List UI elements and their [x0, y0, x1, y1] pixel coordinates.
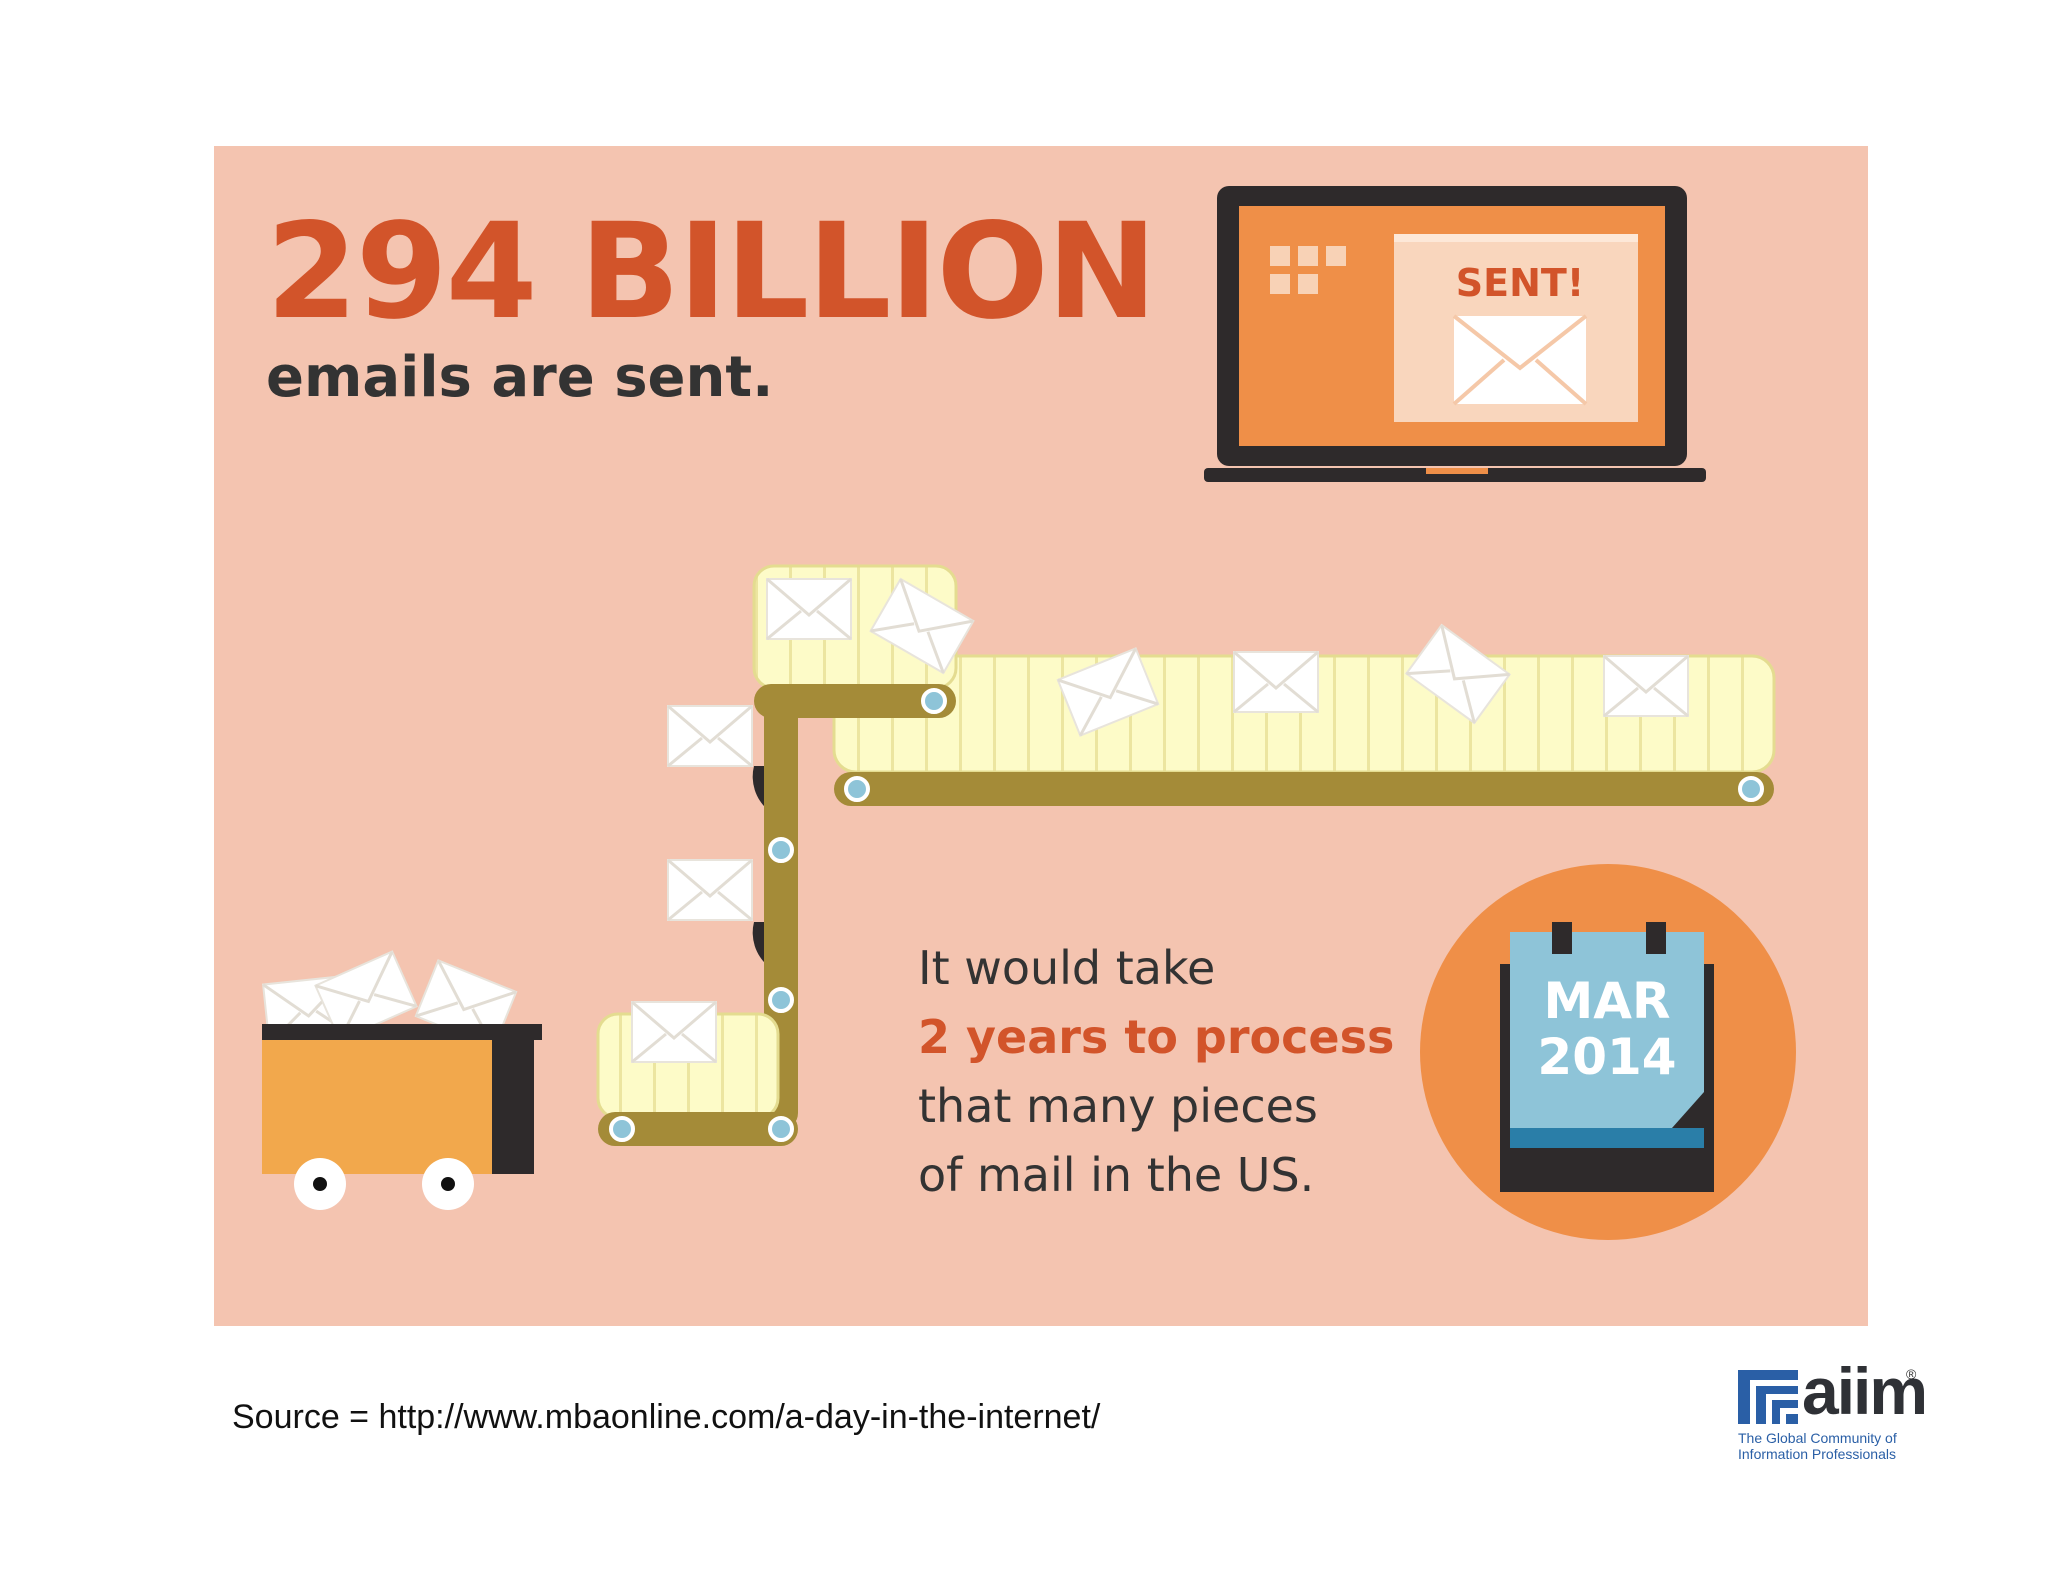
aiim-logo-mark-icon: [1738, 1370, 1798, 1424]
infographic-panel: 294 BILLION emails are sent.: [214, 146, 1868, 1326]
roller-icon: [768, 837, 794, 863]
laptop-icon: SENT!: [1204, 186, 1706, 482]
roller-icon: [768, 1116, 794, 1142]
fact-line-1: It would take: [918, 941, 1216, 995]
aiim-tagline-line-1: The Global Community of: [1738, 1430, 1897, 1446]
envelope-icon: [765, 577, 853, 641]
registered-mark: ®: [1906, 1366, 1917, 1382]
fact-line-3: that many pieces: [918, 1079, 1318, 1133]
roller-icon: [921, 688, 947, 714]
envelope-icon: [630, 1000, 718, 1064]
infographic-illustration: SENT!: [261, 186, 1796, 1240]
envelope-icon: [666, 704, 754, 768]
envelope-icon: [1602, 654, 1690, 718]
envelope-icon: [1232, 650, 1320, 714]
envelope-icon: [666, 858, 754, 922]
headline: 294 BILLION: [266, 195, 1157, 349]
subline: emails are sent.: [266, 345, 774, 410]
mail-cart-icon: [261, 950, 542, 1210]
calendar-year: 2014: [1537, 1028, 1676, 1086]
calendar-month: MAR: [1544, 972, 1671, 1030]
roller-icon: [609, 1116, 635, 1142]
aiim-tagline-line-2: Information Professionals: [1738, 1446, 1896, 1462]
roller-icon: [844, 776, 870, 802]
laptop-sent-label: SENT!: [1456, 261, 1584, 305]
app-grid-icon: [1270, 246, 1346, 294]
aiim-wordmark: aiim: [1802, 1354, 1928, 1428]
fact-highlight: 2 years to process: [918, 1010, 1395, 1064]
aiim-tagline: The Global Community of Information Prof…: [1738, 1430, 1928, 1462]
aiim-logo: aiim ® The Global Community of Informati…: [1738, 1358, 1928, 1468]
roller-icon: [768, 987, 794, 1013]
fact-text: It would take 2 years to process that many…: [918, 934, 1394, 1210]
roller-icon: [1738, 776, 1764, 802]
fact-line-4: of mail in the US.: [918, 1148, 1315, 1202]
calendar-icon: MAR 2014: [1420, 864, 1796, 1240]
source-citation: Source = http://www.mbaonline.com/a-day-…: [232, 1398, 1101, 1436]
sent-envelope-icon: [1452, 314, 1588, 406]
